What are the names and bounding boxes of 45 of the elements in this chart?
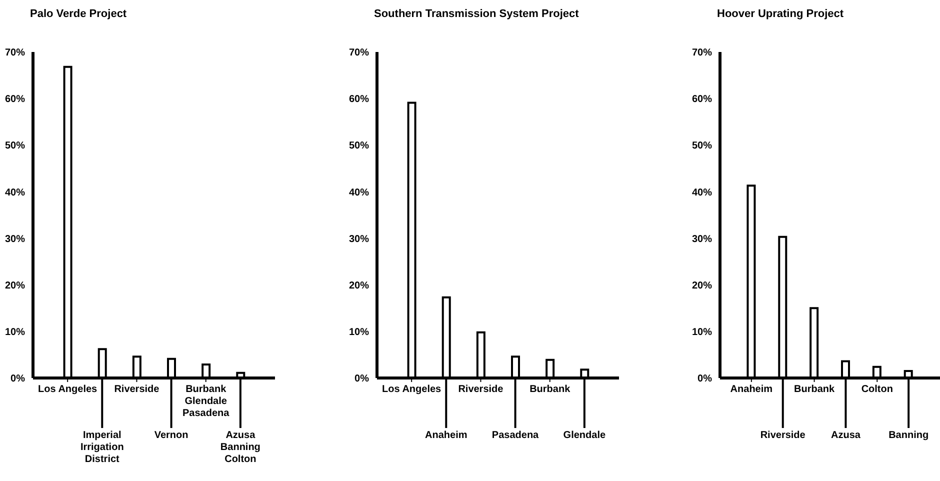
y-tick-label: 60% bbox=[4, 94, 26, 106]
x-tick-label: Burbank bbox=[794, 384, 836, 395]
y-tick-label: 20% bbox=[4, 280, 26, 292]
x-tick-label: Anaheim bbox=[425, 430, 468, 441]
y-tick-label: 50% bbox=[4, 140, 26, 152]
y-tick-label: 70% bbox=[348, 48, 370, 59]
y-tick-label: 0% bbox=[354, 374, 370, 385]
y-tick-label: 20% bbox=[348, 280, 370, 292]
x-tick-label: Vernon bbox=[154, 430, 188, 441]
y-tick-label: 30% bbox=[692, 234, 712, 245]
y-tick-label: 30% bbox=[348, 234, 370, 245]
y-tick-label: 20% bbox=[692, 280, 712, 292]
x-tick-label: Colton bbox=[861, 384, 893, 395]
x-tick-label: Los Angeles bbox=[38, 384, 98, 395]
y-tick-label: 10% bbox=[4, 326, 26, 338]
x-tick-label: Banning bbox=[888, 430, 929, 441]
y-tick-label: 50% bbox=[692, 140, 712, 152]
x-tick-label: Burbank bbox=[530, 384, 571, 395]
y-tick-label: 0% bbox=[698, 374, 712, 385]
y-tick-label: 10% bbox=[692, 326, 712, 338]
y-tick-label: 0% bbox=[10, 374, 26, 385]
chart-title: Hoover Uprating Project bbox=[717, 8, 844, 20]
y-tick-label: 30% bbox=[4, 234, 26, 245]
x-tick-label: Azusa Banning Colton bbox=[220, 430, 260, 465]
y-tick-label: 40% bbox=[4, 187, 26, 198]
x-tick-label: Azusa bbox=[830, 430, 861, 441]
y-tick-label: 70% bbox=[692, 48, 712, 59]
y-tick-label: 60% bbox=[348, 94, 370, 106]
y-tick-label: 60% bbox=[692, 94, 712, 106]
y-tick-label: 70% bbox=[4, 48, 26, 59]
x-tick-label: Anaheim bbox=[730, 384, 773, 395]
y-tick-label: 10% bbox=[348, 326, 370, 338]
chart-title: Palo Verde Project bbox=[30, 8, 127, 20]
x-tick-label: Burbank Glendale Pasadena bbox=[182, 384, 230, 419]
x-tick-label: Riverside bbox=[114, 384, 160, 395]
y-tick-label: 40% bbox=[692, 187, 712, 198]
x-tick-label: Imperial Irrigation District bbox=[80, 430, 124, 465]
y-tick-label: 50% bbox=[348, 140, 370, 152]
x-tick-label: Pasadena bbox=[492, 430, 540, 441]
x-tick-label: Glendale bbox=[563, 430, 606, 441]
x-tick-label: Los Angeles bbox=[382, 384, 442, 395]
y-tick-label: 40% bbox=[348, 187, 370, 198]
x-tick-label: Riverside bbox=[458, 384, 504, 395]
chart-title: Southern Transmission System Project bbox=[374, 8, 579, 20]
x-tick-label: Riverside bbox=[760, 430, 806, 441]
